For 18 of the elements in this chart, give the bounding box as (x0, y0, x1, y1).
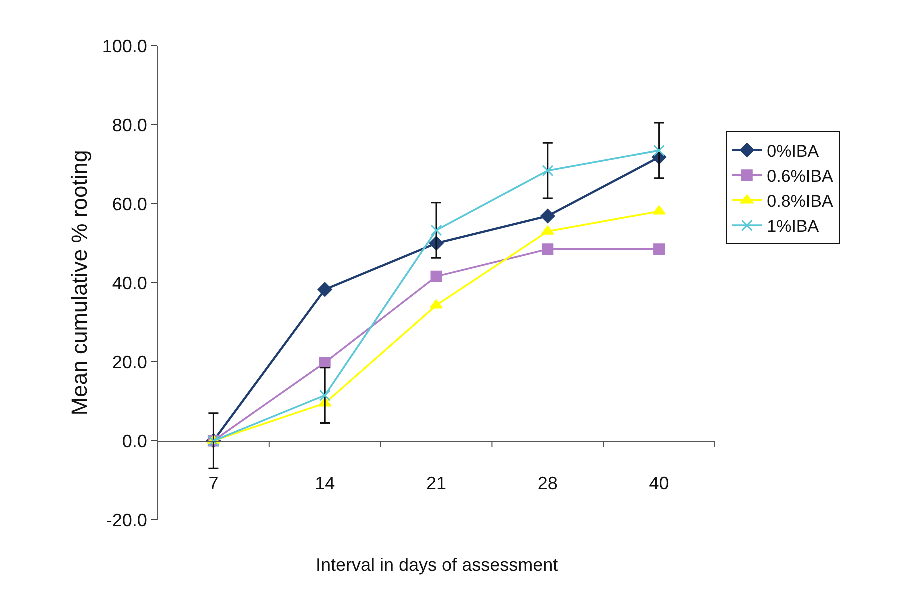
y-tick-label: 80.0 (112, 115, 148, 136)
y-tick-label: 100.0 (102, 36, 148, 56)
x-tick-label: 28 (538, 474, 558, 494)
y-tick-label: 0.0 (122, 431, 148, 452)
x-tick-label: 40 (649, 474, 670, 494)
legend-label: 0%IBA (767, 142, 820, 161)
y-tick-label: 20.0 (112, 352, 148, 372)
legend-label: 1%IBA (767, 217, 820, 236)
x-tick-label: 21 (426, 474, 447, 494)
x-tick-label: 14 (315, 474, 336, 494)
x-tick-label: 7 (208, 474, 219, 494)
y-tick-label: -20.0 (106, 510, 148, 530)
y-tick-label: 60.0 (112, 194, 148, 214)
legend-label: 0.6%IBA (767, 166, 834, 186)
legend-label: 0.8%IBA (767, 192, 834, 212)
y-tick-label: 40.0 (112, 273, 148, 294)
x-axis-title: Interval in days of assessment (316, 555, 558, 575)
y-axis-title: Mean cumulative % rooting (67, 150, 92, 416)
